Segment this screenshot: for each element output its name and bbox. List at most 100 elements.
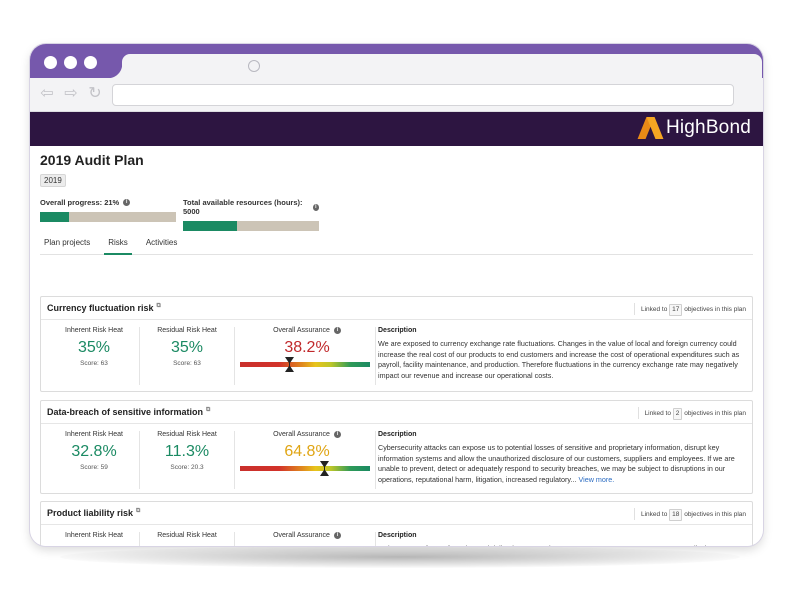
assurance-value: 64.8% bbox=[284, 443, 330, 460]
info-icon[interactable]: i bbox=[333, 431, 341, 438]
residual-score: Score: 20.3 bbox=[170, 464, 204, 471]
highbond-logo-mark-icon bbox=[640, 117, 662, 139]
overall-progress-label: Overall progress: 21% bbox=[40, 198, 120, 207]
residual-label: Residual Risk Heat bbox=[157, 431, 217, 438]
risk-card-header: Product liability risk ⧉ Linked to 18 obj… bbox=[41, 502, 752, 525]
resources-label: Total available resources (hours): 5000 bbox=[183, 198, 303, 216]
linked-objectives: Linked to 17 objectives in this plan bbox=[633, 303, 746, 316]
description-label: Description bbox=[378, 532, 417, 539]
overall-progress: Overall progress: 21% i bbox=[40, 198, 176, 222]
linked-count-badge: 17 bbox=[669, 304, 683, 316]
linked-prefix: Linked to bbox=[644, 410, 671, 417]
risk-card-header: Currency fluctuation risk ⧉ Linked to 17 … bbox=[41, 297, 752, 320]
residual-label: Residual Risk Heat bbox=[157, 327, 217, 334]
divider bbox=[139, 327, 140, 385]
residual-value: 14.4% bbox=[141, 544, 233, 546]
residual-risk-heat: Residual Risk Heat 14.4% bbox=[141, 532, 233, 546]
inherent-score: Score: 63 bbox=[80, 360, 108, 367]
linked-objectives: Linked to 2 objectives in this plan bbox=[637, 407, 746, 420]
inherent-risk-heat: Inherent Risk Heat 14.4% bbox=[49, 532, 139, 546]
view-more-link[interactable]: View more. bbox=[578, 474, 615, 484]
inherent-label: Inherent Risk Heat bbox=[65, 431, 123, 438]
residual-value: 11.3% bbox=[164, 443, 210, 460]
browser-tab[interactable] bbox=[108, 54, 762, 78]
linked-prefix: Linked to bbox=[640, 306, 668, 313]
overall-assurance: Overall Assurance i 38.2% bbox=[240, 327, 374, 372]
external-link-icon[interactable]: ⧉ bbox=[136, 508, 141, 514]
tab-activities[interactable]: Activities bbox=[145, 238, 178, 247]
risk-card-header: Data-breach of sensitive information ⧉ Li… bbox=[41, 401, 752, 424]
residual-value: 35% bbox=[170, 339, 204, 356]
overall-assurance: Overall Assurance i 37.2% bbox=[240, 532, 374, 546]
description-label: Description bbox=[378, 431, 417, 438]
description-text: Cybersecurity attacks can expose us to p… bbox=[378, 443, 735, 484]
risk-title[interactable]: Currency fluctuation risk bbox=[47, 303, 154, 313]
plan-tabs: Plan projects Risks Activities bbox=[40, 235, 753, 255]
linked-suffix: objectives in this plan bbox=[684, 511, 746, 518]
window-minimize-dot[interactable] bbox=[64, 56, 77, 69]
assurance-value: 37.2% bbox=[240, 544, 374, 546]
tab-plan-projects[interactable]: Plan projects bbox=[44, 238, 91, 247]
residual-score: Score: 63 bbox=[173, 360, 201, 367]
divider bbox=[375, 327, 376, 385]
overall-assurance: Overall Assurance i 64.8% bbox=[240, 431, 374, 476]
linked-count-badge: 18 bbox=[669, 509, 683, 521]
divider bbox=[375, 532, 376, 546]
risk-card: Data-breach of sensitive information ⧉ Li… bbox=[40, 400, 753, 494]
external-link-icon[interactable]: ⧉ bbox=[156, 303, 161, 309]
divider bbox=[139, 532, 140, 546]
info-icon[interactable]: i bbox=[333, 532, 341, 539]
overall-progress-fill bbox=[40, 212, 69, 222]
divider bbox=[139, 431, 140, 489]
divider bbox=[234, 431, 235, 489]
back-arrow-icon[interactable]: ⇦ bbox=[40, 85, 54, 102]
risk-description: Description Cybersecurity attacks can ex… bbox=[378, 431, 748, 485]
window-close-dot[interactable] bbox=[44, 56, 57, 69]
info-icon[interactable]: i bbox=[333, 327, 341, 334]
divider bbox=[234, 532, 235, 546]
highbond-logo[interactable]: HighBond bbox=[640, 117, 751, 139]
risk-title[interactable]: Product liability risk bbox=[47, 508, 134, 518]
info-icon[interactable]: i bbox=[123, 199, 131, 206]
assurance-label: Overall Assurance bbox=[273, 431, 330, 438]
inherent-value: 32.8% bbox=[71, 443, 117, 460]
linked-suffix: objectives in this plan bbox=[684, 306, 746, 313]
address-bar[interactable] bbox=[112, 84, 734, 106]
linked-suffix: objectives in this plan bbox=[684, 410, 746, 417]
assurance-gauge bbox=[240, 461, 370, 476]
divider bbox=[375, 431, 376, 489]
resources-fill bbox=[183, 221, 238, 231]
description-label: Description bbox=[378, 327, 417, 334]
linked-count-badge: 2 bbox=[672, 408, 683, 420]
gauge-marker-icon bbox=[285, 357, 295, 372]
assurance-label: Overall Assurance bbox=[273, 327, 330, 334]
assurance-label: Overall Assurance bbox=[273, 532, 330, 539]
inherent-label: Inherent Risk Heat bbox=[65, 327, 123, 334]
forward-arrow-icon[interactable]: ⇨ bbox=[64, 85, 78, 102]
reload-icon[interactable]: ↻ bbox=[88, 85, 102, 102]
page-title: 2019 Audit Plan bbox=[40, 152, 144, 168]
overall-progress-bar bbox=[40, 212, 176, 222]
risk-title[interactable]: Data-breach of sensitive information bbox=[47, 407, 204, 417]
browser-toolbar: ⇦ ⇨ ↻ bbox=[30, 78, 763, 112]
external-link-icon[interactable]: ⧉ bbox=[206, 407, 211, 413]
browser-titlebar bbox=[30, 44, 763, 78]
inherent-risk-heat: Inherent Risk Heat 35% Score: 63 bbox=[49, 327, 139, 367]
tab-favicon-icon bbox=[248, 60, 260, 72]
browser-window: ⇦ ⇨ ↻ HighBond 2019 Audit Plan 2019 Over… bbox=[30, 44, 763, 546]
brand-name: HighBond bbox=[665, 117, 751, 138]
residual-risk-heat: Residual Risk Heat 35% Score: 63 bbox=[141, 327, 233, 367]
risk-card: Currency fluctuation risk ⧉ Linked to 17 … bbox=[40, 296, 753, 392]
tab-risks[interactable]: Risks bbox=[104, 235, 142, 255]
resources-progress: Total available resources (hours): 5000 … bbox=[183, 198, 319, 231]
inherent-value: 35% bbox=[77, 339, 111, 356]
risk-description: Description We are exposed to currency e… bbox=[378, 327, 748, 381]
info-icon[interactable]: i bbox=[312, 203, 319, 211]
window-maximize-dot[interactable] bbox=[84, 56, 97, 69]
description-text: In the course of manufacturing and deliv… bbox=[378, 544, 725, 546]
inherent-value: 14.4% bbox=[49, 544, 139, 546]
divider bbox=[234, 327, 235, 385]
inherent-score: Score: 59 bbox=[80, 464, 108, 471]
description-text: We are exposed to currency exchange rate… bbox=[378, 339, 740, 380]
risk-description: Description In the course of manufacturi… bbox=[378, 532, 748, 546]
